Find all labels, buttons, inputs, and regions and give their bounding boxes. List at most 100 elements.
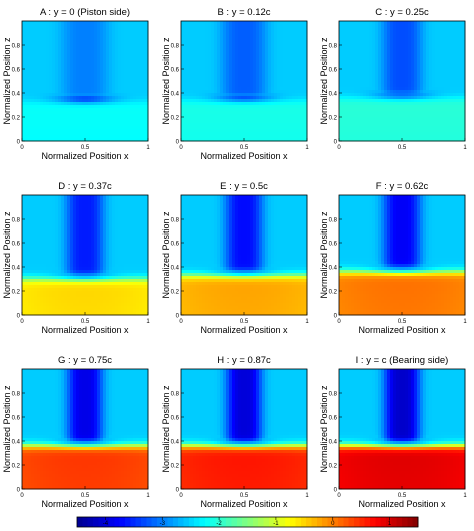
- heatmap-cell: [85, 129, 89, 133]
- heatmap-cell: [268, 51, 272, 55]
- heatmap-cell: [25, 78, 29, 82]
- heatmap-cell: [199, 81, 203, 85]
- heatmap-cell: [414, 75, 418, 79]
- heatmap-cell: [226, 33, 230, 37]
- heatmap-cell: [247, 39, 251, 43]
- heatmap-cell: [223, 129, 227, 133]
- heatmap-cell: [133, 96, 137, 100]
- heatmap-cell: [109, 126, 113, 130]
- heatmap-cell: [28, 60, 32, 64]
- heatmap-cell: [378, 45, 382, 49]
- heatmap-cell: [301, 87, 305, 91]
- heatmap-cell: [103, 21, 107, 25]
- heatmap-cell: [411, 102, 415, 106]
- heatmap-cell: [115, 96, 119, 100]
- heatmap-cell: [61, 72, 65, 76]
- heatmap-cell: [420, 102, 424, 106]
- heatmap-cell: [435, 87, 439, 91]
- heatmap-cell: [444, 117, 448, 121]
- heatmap-cell: [115, 27, 119, 31]
- heatmap-cell: [70, 75, 74, 79]
- heatmap-cell: [118, 123, 122, 127]
- heatmap-cell: [408, 108, 412, 112]
- heatmap-cell: [262, 114, 266, 118]
- heatmap-cell: [351, 129, 355, 133]
- y-tick-label: 0.8: [171, 44, 180, 50]
- heatmap-cell: [345, 129, 349, 133]
- heatmap-cell: [342, 123, 346, 127]
- heatmap-cell: [384, 90, 388, 94]
- heatmap-cell: [354, 57, 358, 61]
- heatmap-cell: [438, 51, 442, 55]
- heatmap-cell: [76, 39, 80, 43]
- heatmap-cell: [381, 111, 385, 115]
- heatmap-cell: [414, 102, 418, 106]
- heatmap-cell: [411, 93, 415, 97]
- heatmap-cell: [247, 81, 251, 85]
- heatmap-cell: [354, 114, 358, 118]
- heatmap-cell: [130, 96, 134, 100]
- heatmap-cell: [133, 48, 137, 52]
- heatmap-cell: [232, 123, 236, 127]
- heatmap-cell: [49, 123, 53, 127]
- heatmap-cell: [444, 126, 448, 130]
- heatmap-cell: [387, 27, 391, 31]
- heatmap-cell: [262, 21, 266, 25]
- heatmap-cell: [46, 33, 50, 37]
- heatmap-cell: [295, 60, 299, 64]
- heatmap-cell: [265, 75, 269, 79]
- heatmap-cell: [396, 93, 400, 97]
- heatmap-cell: [268, 66, 272, 70]
- heatmap-cell: [196, 120, 200, 124]
- heatmap-cell: [369, 84, 373, 88]
- heatmap-cell: [414, 114, 418, 118]
- heatmap-cell: [426, 117, 430, 121]
- heatmap-cell: [247, 99, 251, 103]
- heatmap-cell: [199, 66, 203, 70]
- heatmap-cell: [199, 108, 203, 112]
- heatmap-cell: [91, 96, 95, 100]
- heatmap-cell: [244, 57, 248, 61]
- heatmap-cell: [256, 129, 260, 133]
- heatmap-cell: [247, 102, 251, 106]
- heatmap-cell: [399, 78, 403, 82]
- heatmap-cell: [184, 21, 188, 25]
- heatmap-cell: [118, 51, 122, 55]
- heatmap-cell: [205, 57, 209, 61]
- heatmap-cell: [88, 117, 92, 121]
- heatmap-cell: [22, 45, 26, 49]
- heatmap-cell: [184, 72, 188, 76]
- heatmap-cell: [76, 30, 80, 34]
- heatmap-cell: [432, 48, 436, 52]
- heatmap-cell: [387, 66, 391, 70]
- heatmap-cell: [411, 54, 415, 58]
- heatmap-cell: [109, 132, 113, 136]
- heatmap-cell: [124, 108, 128, 112]
- heatmap-cell: [354, 81, 358, 85]
- heatmap-cell: [97, 105, 101, 109]
- heatmap-cell: [91, 117, 95, 121]
- heatmap-cell: [250, 135, 254, 139]
- heatmap-cell: [187, 135, 191, 139]
- heatmap-cell: [25, 39, 29, 43]
- heatmap-cell: [187, 102, 191, 106]
- heatmap-cell: [223, 51, 227, 55]
- heatmap-cell: [375, 120, 379, 124]
- heatmap-cell: [241, 111, 245, 115]
- heatmap-cell: [277, 102, 281, 106]
- heatmap-cell: [369, 120, 373, 124]
- heatmap-cell: [64, 39, 68, 43]
- heatmap-cell: [408, 45, 412, 49]
- heatmap-cell: [363, 42, 367, 46]
- heatmap-cell: [235, 63, 239, 67]
- heatmap-cell: [372, 132, 376, 136]
- heatmap-cell: [417, 81, 421, 85]
- heatmap-cell: [190, 93, 194, 97]
- heatmap-cell: [190, 54, 194, 58]
- heatmap-cell: [277, 123, 281, 127]
- heatmap-cell: [190, 24, 194, 28]
- heatmap-cell: [94, 132, 98, 136]
- heatmap-cell: [67, 75, 71, 79]
- heatmap-cell: [453, 129, 457, 133]
- heatmap-cell: [49, 21, 53, 25]
